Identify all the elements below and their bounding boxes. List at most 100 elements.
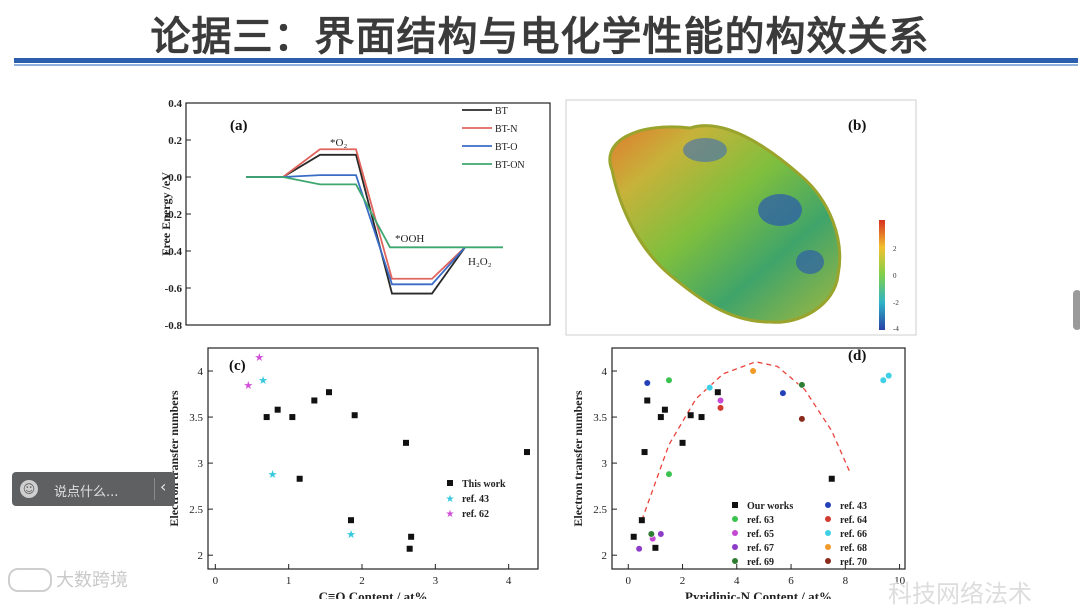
data-point-ref-64 [716, 404, 725, 412]
annotation-h2o2: H₂O₂ [468, 256, 492, 268]
data-point-ref-69 [647, 530, 655, 538]
plot-frame [611, 347, 906, 570]
panel-label: (a) [230, 118, 248, 134]
data-point-this-work [348, 517, 354, 524]
legend-marker: ★ [446, 494, 455, 505]
chevron-left-icon[interactable]: ‹ [160, 477, 167, 496]
watermark-text-2: 科技网络法术 [888, 580, 1032, 608]
data-point-ref-43 [779, 389, 787, 397]
legend-label: ref. 70 [840, 557, 867, 568]
data-point-ref-63 [665, 376, 673, 384]
fit-curve [641, 361, 852, 521]
y-tick-label: 4 [198, 366, 204, 378]
x-tick-label: 2 [680, 575, 686, 587]
legend-label: This work [462, 479, 506, 490]
data-point-this-work [289, 414, 296, 421]
data-point-our-works [714, 389, 721, 396]
comment-divider [154, 478, 155, 500]
legend-label: BT [495, 106, 508, 117]
x-axis-label: C≡O Content / at% [319, 589, 428, 599]
series-line-bt-o [246, 174, 466, 286]
watermark-text: 大数跨境 [10, 566, 128, 592]
x-tick-label: 2 [359, 575, 365, 587]
x-tick-label: 1 [286, 575, 292, 587]
legend-marker [732, 530, 738, 536]
legend-marker [825, 558, 831, 564]
legend-label: ref. 63 [747, 515, 774, 526]
legend-label: Our works [747, 501, 793, 512]
comment-placeholder[interactable]: 说点什么... [54, 485, 119, 500]
data-point-ref-63 [665, 470, 673, 478]
legend-label: ref. 66 [840, 529, 867, 540]
y-axis-label: Free Energy /eV [159, 172, 173, 256]
data-point-ref-62: ★ [243, 379, 253, 392]
y-tick-label: 0.2 [168, 135, 182, 147]
y-axis-label: Electron transfer numbers [571, 390, 585, 527]
colorbar-tick-label: -2 [893, 299, 899, 307]
panel-label: (d) [848, 348, 866, 364]
plot-frame [207, 347, 539, 570]
panel-b-esp-map: (b) 2 0 -2 -4 [565, 99, 917, 336]
data-point-our-works [698, 414, 705, 421]
panel-c-scatter-chart: 0 1 2 3 4 2 2.5 3 3.5 4 C≡O Content / at% Electron … [167, 347, 539, 599]
y-tick-label: 2.5 [593, 504, 607, 516]
data-point-this-work [403, 439, 409, 446]
panel-a-free-energy-chart: 0.4 0.2 0.0 -0.2 -0.4 -0.6 -0.8 Free Energy /eV… [159, 98, 551, 332]
data-point-our-works [679, 439, 686, 446]
x-tick-label: 10 [894, 575, 906, 587]
annotation-o2: *O₂ [330, 137, 347, 149]
data-point-ref-65 [716, 396, 725, 405]
y-tick-label: 3 [198, 458, 204, 470]
y-tick-label: 3 [602, 458, 608, 470]
data-point-our-works [630, 533, 637, 540]
legend-marker [732, 516, 738, 522]
data-point-this-work [274, 406, 281, 413]
user-avatar-icon: ☺ [20, 480, 38, 498]
legend-label: ref. 43 [840, 501, 867, 512]
x-tick-label: 4 [506, 575, 512, 587]
title-rule [14, 58, 1078, 63]
y-tick-label: 2.5 [189, 504, 203, 516]
legend-marker [825, 516, 831, 522]
y-tick-label: 3.5 [593, 412, 607, 424]
panel-label: (c) [229, 358, 246, 374]
data-point-ref-43: ★ [258, 374, 268, 387]
data-point-ref-70 [798, 415, 806, 423]
data-point-ref-43 [643, 379, 651, 387]
esp-negative-region [683, 138, 727, 162]
y-tick-label: 2 [602, 550, 608, 562]
watermark-logo-icon [8, 568, 52, 592]
legend-label: ref. 67 [747, 543, 774, 554]
comment-input-bar[interactable]: ☺ 说点什么... ‹ [12, 472, 175, 506]
series-line-bt-n [246, 148, 466, 280]
data-point-ref-67 [635, 545, 643, 553]
y-axis-label: Electron transfer numbers [167, 390, 181, 527]
data-point-this-work [408, 533, 415, 540]
legend-marker [825, 530, 831, 536]
legend-label: ref. 43 [462, 494, 489, 505]
colorbar-tick-label: 0 [893, 272, 897, 280]
data-point-ref-66 [885, 372, 893, 380]
data-point-ref-66 [879, 376, 887, 384]
data-point-our-works [652, 544, 659, 551]
data-point-this-work [524, 449, 530, 456]
y-tick-label: 4 [602, 366, 608, 378]
data-point-this-work [311, 397, 318, 404]
data-point-ref-69 [798, 381, 806, 389]
x-tick-label: 0 [626, 575, 632, 587]
panel-label: (b) [848, 118, 866, 134]
x-tick-label: 8 [843, 575, 849, 587]
annotation-ooh: *OOH [395, 233, 424, 245]
legend-marker [825, 502, 831, 508]
panel-d-scatter-chart: 0 2 4 6 8 10 2 2.5 3 3.5 4 Pyridinic-N Content / at… [571, 347, 906, 599]
esp-surface [608, 124, 842, 324]
legend-label: ref. 68 [840, 543, 867, 554]
scrollbar-handle[interactable] [1073, 290, 1080, 330]
slide-title: 论据三：界面结构与电化学性能的构效关系 [150, 14, 930, 60]
legend-label: BT-N [495, 124, 517, 135]
legend-label: ref. 62 [462, 509, 489, 520]
legend-marker [825, 544, 831, 550]
series-line-bt-on [246, 176, 503, 249]
data-point-our-works [638, 517, 645, 524]
